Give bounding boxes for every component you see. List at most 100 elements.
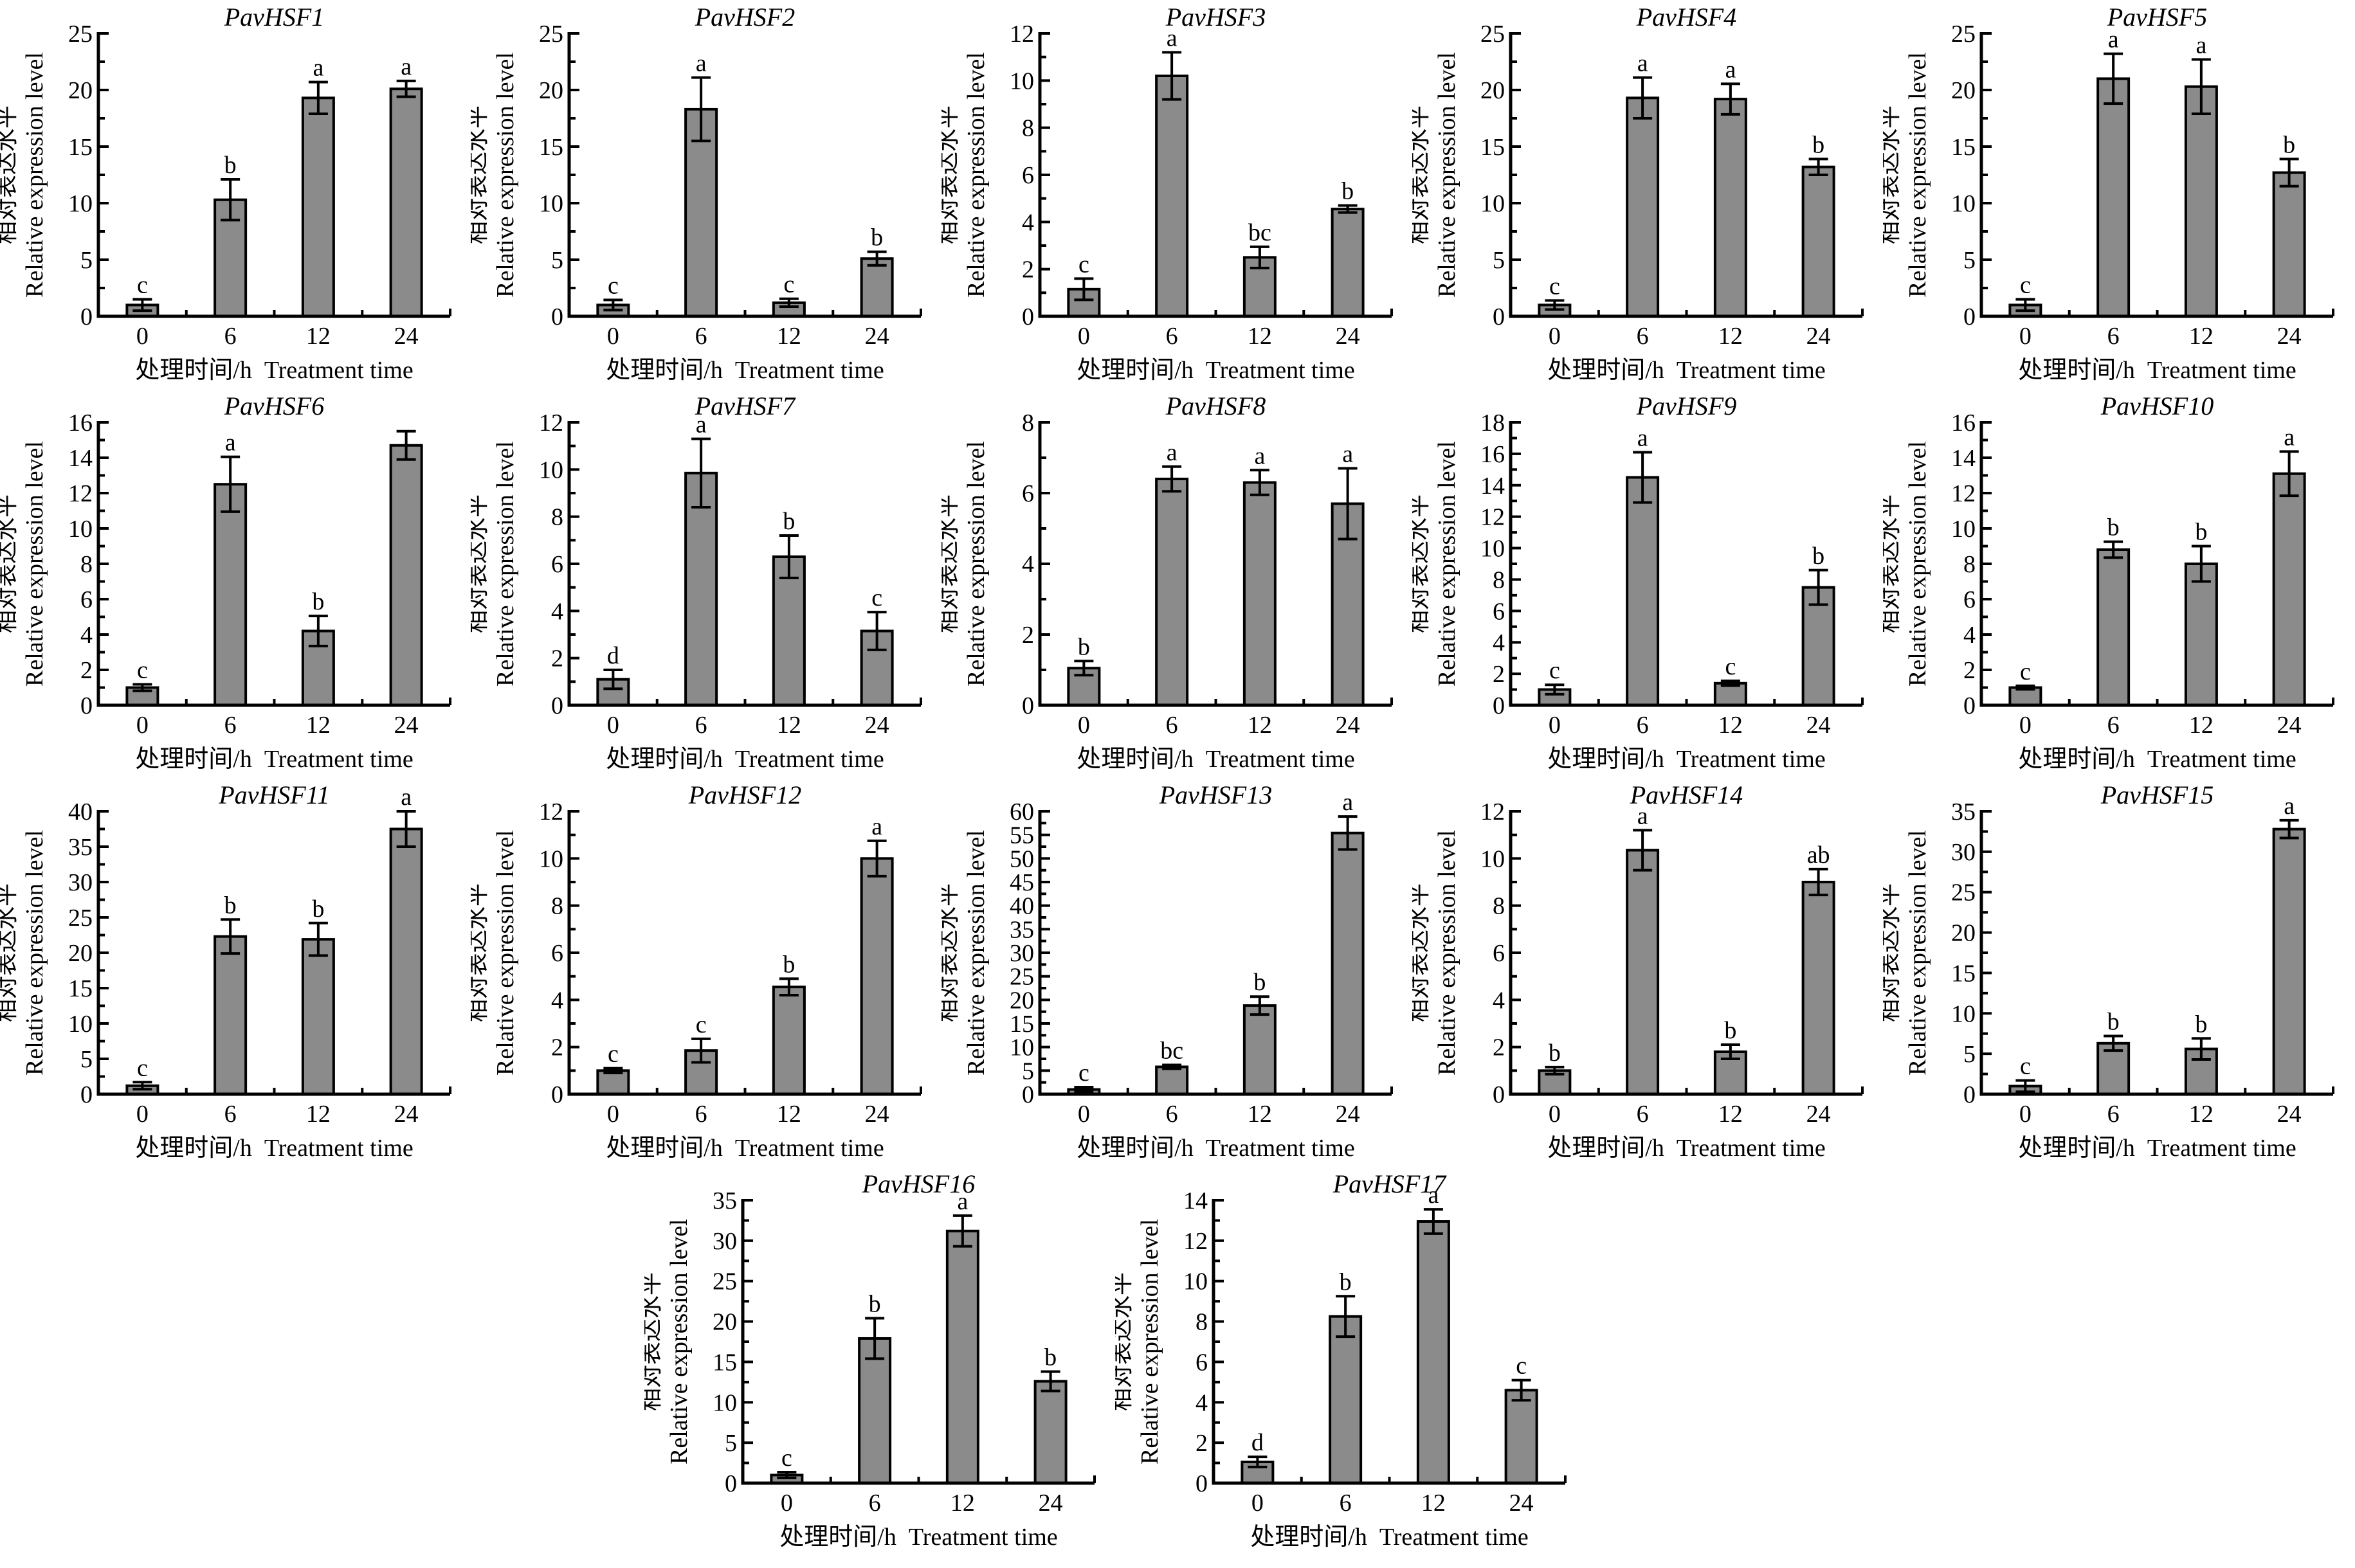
bar-24h bbox=[2272, 827, 2306, 1096]
y-tick-label: 2 bbox=[80, 657, 93, 684]
sig-letter: c bbox=[1549, 273, 1560, 300]
sig-letter: bc bbox=[1248, 219, 1271, 246]
y-tick-label: 14 bbox=[68, 445, 93, 472]
x-tick-label: 6 bbox=[1166, 712, 1178, 739]
y-tick-label: 25 bbox=[539, 21, 563, 48]
sig-letter: b bbox=[224, 892, 237, 919]
chart-cell-pavhsf3: PavHSF3 相对表达水平 Relative expression level 0 2… bbox=[935, 0, 1412, 389]
y-axis-label-zh: 相对表达水平 bbox=[1412, 883, 1432, 1022]
x-axis-label: 处理时间/h Treatment time bbox=[1077, 1135, 1354, 1162]
y-tick-label: 8 bbox=[551, 504, 563, 531]
y-tick-label: 2 bbox=[1022, 257, 1034, 284]
x-tick-label: 24 bbox=[394, 323, 419, 350]
y-tick-label: 10 bbox=[539, 190, 563, 217]
y-tick-label: 6 bbox=[551, 551, 563, 578]
y-tick-label: 0 bbox=[551, 692, 563, 719]
sig-letter: c bbox=[1078, 1059, 1089, 1086]
bar-24h bbox=[860, 257, 894, 318]
chart-row-1: PavHSF1 相对表达水平 Relative expression level 0 5… bbox=[0, 0, 2355, 389]
y-axis-label-en: Relative expression level bbox=[21, 441, 48, 687]
sig-letter: c bbox=[1549, 657, 1560, 684]
y-tick-label: 0 bbox=[80, 1081, 93, 1108]
x-tick-label: 0 bbox=[1549, 712, 1561, 739]
y-axis-label-en: Relative expression level bbox=[963, 52, 990, 298]
x-axis-label: 处理时间/h Treatment time bbox=[606, 1135, 884, 1162]
y-tick-label: 0 bbox=[80, 692, 93, 719]
x-tick-label: 24 bbox=[865, 712, 889, 739]
bar-24h bbox=[1331, 208, 1365, 318]
x-tick-label: 24 bbox=[1509, 1490, 1534, 1517]
y-tick-label: 10 bbox=[68, 516, 93, 543]
y-tick-label: 14 bbox=[1480, 473, 1505, 500]
sig-letter: b bbox=[1341, 178, 1354, 205]
x-tick-label: 0 bbox=[607, 323, 619, 350]
y-tick-label: 0 bbox=[551, 303, 563, 330]
x-tick-label: 12 bbox=[777, 1101, 801, 1128]
sig-letter: b bbox=[869, 1291, 881, 1318]
y-tick-label: 15 bbox=[1480, 134, 1505, 161]
y-axis-label-en: Relative expression level bbox=[963, 830, 990, 1076]
x-tick-label: 24 bbox=[1806, 712, 1831, 739]
chart-cell-pavhsf15: PavHSF15 相对表达水平 Relative expression level 0… bbox=[1877, 778, 2354, 1167]
sig-letter: c bbox=[781, 1445, 792, 1472]
chart-title: PavHSF17 bbox=[1332, 1169, 1448, 1198]
x-axis-label: 处理时间/h Treatment time bbox=[2018, 357, 2296, 384]
chart-pavhsf2: PavHSF2 相对表达水平 Relative expression level 0 5… bbox=[464, 3, 922, 384]
y-tick-label: 15 bbox=[68, 975, 93, 1002]
chart-cell-pavhsf10: PavHSF10 相对表达水平 Relative expression level 0… bbox=[1877, 389, 2354, 778]
bar-24h bbox=[389, 444, 423, 707]
y-tick-label: 30 bbox=[713, 1228, 737, 1255]
axes bbox=[1979, 421, 2333, 707]
x-tick-label: 0 bbox=[136, 712, 149, 739]
y-tick-label: 6 bbox=[1196, 1349, 1208, 1376]
y-axis-label-zh: 相对表达水平 bbox=[471, 883, 490, 1022]
y-tick-label: 6 bbox=[1493, 940, 1505, 967]
bar-6h bbox=[2096, 1041, 2131, 1095]
chart-pavhsf15: PavHSF15 相对表达水平 Relative expression level 0… bbox=[1877, 780, 2334, 1162]
bar-12h bbox=[1713, 98, 1747, 318]
x-tick-label: 6 bbox=[2107, 1101, 2120, 1128]
bar-12h bbox=[1242, 481, 1277, 707]
sig-letter: b bbox=[2195, 1011, 2207, 1038]
x-axis-label: 处理时间/h Treatment time bbox=[606, 746, 884, 773]
chart-cell-pavhsf13: PavHSF13 相对表达水平 Relative expression level 0… bbox=[935, 778, 1412, 1167]
y-tick-label: 5 bbox=[1963, 1041, 1976, 1068]
y-tick-label: 8 bbox=[1493, 893, 1505, 920]
axes bbox=[1038, 421, 1392, 707]
sig-letter: a bbox=[2108, 26, 2119, 53]
sig-letter: a bbox=[871, 813, 882, 840]
y-tick-label: 20 bbox=[713, 1309, 737, 1336]
x-tick-label: 0 bbox=[2019, 1101, 2032, 1128]
axes bbox=[567, 421, 921, 707]
bar-24h bbox=[2272, 171, 2306, 318]
x-tick-label: 12 bbox=[306, 1101, 331, 1128]
x-tick-label: 0 bbox=[2019, 712, 2032, 739]
axes bbox=[1038, 32, 1392, 318]
chart-pavhsf4: PavHSF4 相对表达水平 Relative expression level 0 5… bbox=[1406, 3, 1864, 384]
sig-letter: d bbox=[607, 642, 619, 669]
sig-letter: b bbox=[1044, 1344, 1057, 1371]
y-tick-label: 50 bbox=[1010, 845, 1034, 872]
x-tick-label: 6 bbox=[695, 712, 707, 739]
sig-letter: a bbox=[225, 429, 236, 456]
sig-letter: a bbox=[401, 784, 412, 811]
chart-cell-pavhsf14: PavHSF14 相对表达水平 Relative expression level 0… bbox=[1406, 778, 1883, 1167]
y-axis-label-en: Relative expression level bbox=[1904, 830, 1931, 1076]
chart-title: PavHSF3 bbox=[1165, 3, 1266, 32]
sig-letter: c bbox=[696, 1011, 707, 1038]
y-axis-label-en: Relative expression level bbox=[1433, 52, 1460, 298]
y-tick-label: 12 bbox=[1480, 798, 1505, 825]
y-tick-label: 5 bbox=[1963, 247, 1976, 274]
sig-letter: b bbox=[871, 224, 883, 251]
y-axis-label-zh: 相对表达水平 bbox=[644, 1272, 664, 1411]
sig-letter: b bbox=[2283, 131, 2295, 158]
chart-row-2: PavHSF6 相对表达水平 Relative expression level 0 2… bbox=[0, 389, 2355, 778]
sig-letter: c bbox=[1725, 653, 1736, 680]
y-tick-label: 25 bbox=[1010, 964, 1034, 991]
y-tick-label: 18 bbox=[1480, 410, 1505, 437]
x-tick-label: 6 bbox=[224, 712, 237, 739]
axes bbox=[741, 1199, 1095, 1485]
y-tick-label: 15 bbox=[1010, 1011, 1034, 1038]
sig-letter: b bbox=[1340, 1268, 1352, 1295]
axes bbox=[1212, 1199, 1565, 1485]
